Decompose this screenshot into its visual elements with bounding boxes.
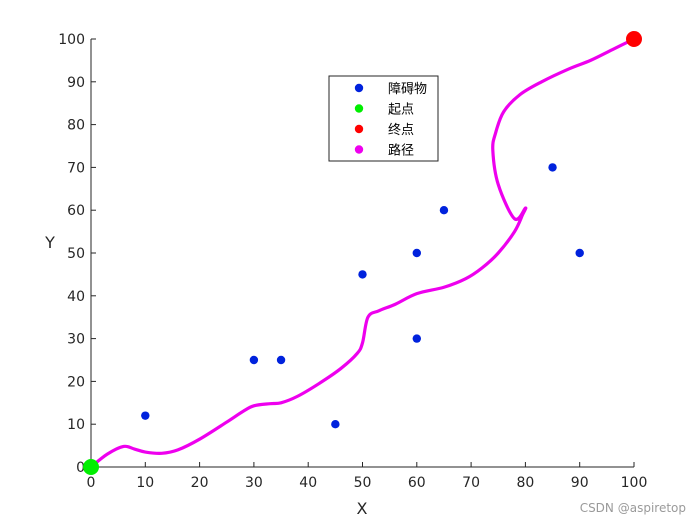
x-tick-label: 40 [299,475,317,491]
obstacle-point [358,270,367,279]
obstacle-point [548,163,557,172]
start-point [83,459,99,475]
watermark: CSDN @aspiretop [580,501,686,515]
legend-entry-label: 障碍物 [388,82,427,97]
points-layer [83,31,642,475]
x-tick-label: 80 [516,475,534,491]
y-tick-label: 20 [67,374,85,390]
x-tick-label: 0 [87,475,96,491]
y-tick-label: 90 [67,75,85,91]
obstacle-point [331,420,340,429]
obstacle-point [276,355,286,365]
legend-entry-label: 终点 [388,122,414,138]
obstacle-point [412,248,421,258]
y-tick-label: 80 [67,118,85,134]
x-tick-label: 100 [621,475,648,491]
x-tick-label: 50 [354,475,372,491]
y-tick-label: 50 [67,246,85,262]
legend-entry-label: 路径 [388,143,414,159]
y-tick-label: 100 [58,32,85,48]
y-tick-label: 30 [67,332,85,348]
obstacle-point [439,206,449,215]
obstacle-point [141,411,150,420]
x-tick-label: 20 [191,475,209,491]
x-tick-label: 90 [571,475,589,491]
obstacle-point [249,355,259,365]
y-tick-label: 40 [67,289,85,305]
path-layer [89,37,636,469]
x-tick-label: 10 [136,475,154,491]
legend-marker [354,104,364,113]
legend-marker [354,145,364,154]
y-tick-label: 0 [76,460,85,476]
path-series-line [89,37,636,469]
y-tick-label: 70 [67,160,85,176]
legend-entry-label: 起点 [388,103,414,118]
legend-marker [354,83,364,93]
x-tick-label: 70 [462,475,480,491]
x-tick-label: 60 [408,475,426,491]
x-axis-label: X [357,499,368,518]
y-tick-label: 10 [67,417,85,433]
legend-box [328,75,439,162]
end-point [626,31,642,47]
y-tick-label: 60 [67,203,85,219]
obstacle-point [575,248,584,258]
x-tick-label: 30 [245,475,263,491]
axes: 0 10 20 30 40 50 60 70 80 90 100 0 10 20 30 40 50 60 70 80 9… [58,32,647,491]
legend-marker [354,124,364,134]
obstacle-point [412,334,421,343]
y-axis-label: Y [44,233,55,252]
